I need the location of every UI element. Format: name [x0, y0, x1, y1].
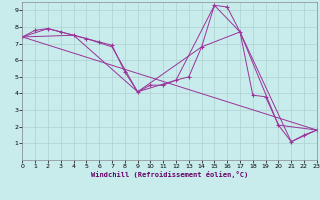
X-axis label: Windchill (Refroidissement éolien,°C): Windchill (Refroidissement éolien,°C) — [91, 171, 248, 178]
